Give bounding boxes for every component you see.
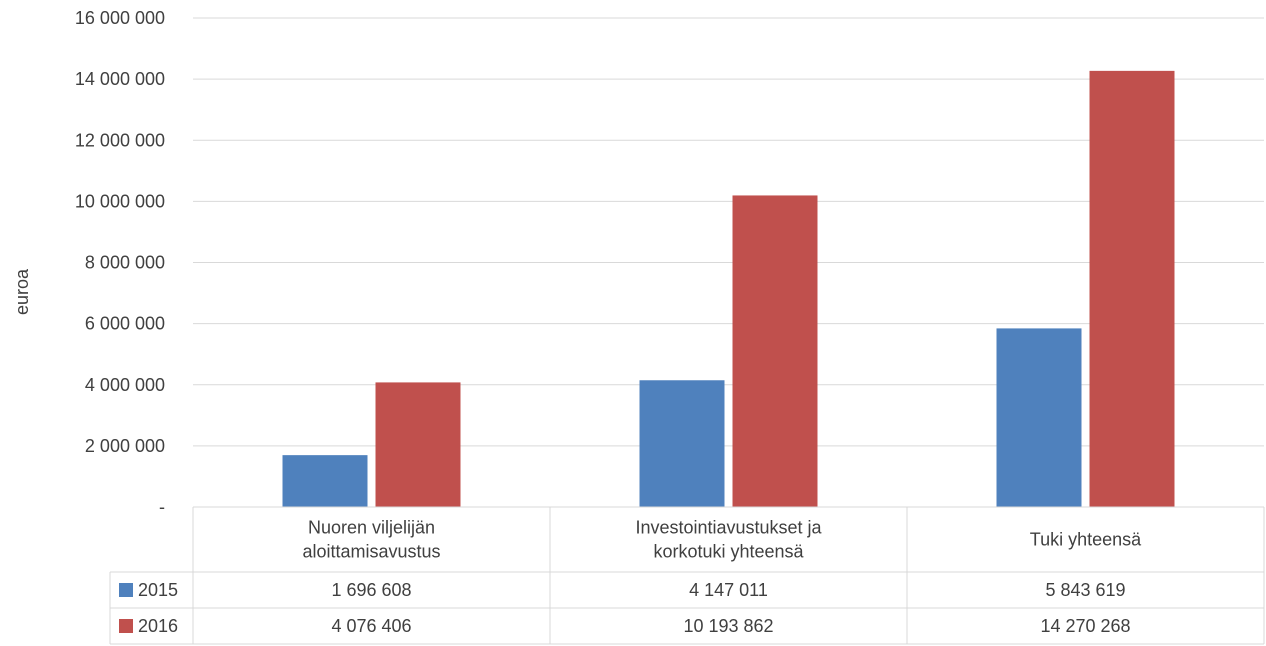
y-axis-title: euroa [12,268,32,315]
bar-2016 [732,195,818,508]
y-tick-label: - [159,497,165,517]
bar-2016 [375,382,461,507]
bars [282,70,1175,508]
bar-2015 [282,455,368,507]
y-tick-label: 6 000 000 [85,314,165,334]
x-category-label: Investointiavustukset ja [635,518,822,538]
data-table: Nuoren viljelijän aloittamisavustus Invest… [109,506,1265,645]
legend-label: 2016 [138,616,178,636]
y-tick-label: 4 000 000 [85,375,165,395]
data-table-cell: 4 147 011 [689,580,768,600]
y-tick-label: 8 000 000 [85,253,165,273]
y-tick-label: 16 000 000 [75,8,165,28]
legend-key-2015 [119,583,133,597]
y-axis-ticks: - 2 000 000 4 000 000 6 000 000 8 000 000 10 … [75,8,165,517]
data-table-cell: 5 843 619 [1045,580,1125,600]
x-category-label: Tuki yhteensä [1030,530,1142,550]
data-table-cell: 1 696 608 [331,580,411,600]
gridlines [193,17,1264,447]
data-table-cell: 4 076 406 [331,616,411,636]
x-category-label: korkotuki yhteensä [653,542,804,562]
bar-2016 [1089,70,1175,508]
y-tick-label: 14 000 000 [75,69,165,89]
x-category-label: aloittamisavustus [302,542,440,562]
x-category-label: Nuoren viljelijän [308,518,435,538]
y-tick-label: 10 000 000 [75,191,165,211]
legend-key-2016 [119,619,133,633]
bar-2015 [639,380,725,507]
data-table-cell: 10 193 862 [683,616,773,636]
data-table-cell: 14 270 268 [1040,616,1130,636]
legend-label: 2015 [138,580,178,600]
y-tick-label: 12 000 000 [75,130,165,150]
bar-2015 [996,328,1082,507]
y-tick-label: 2 000 000 [85,436,165,456]
